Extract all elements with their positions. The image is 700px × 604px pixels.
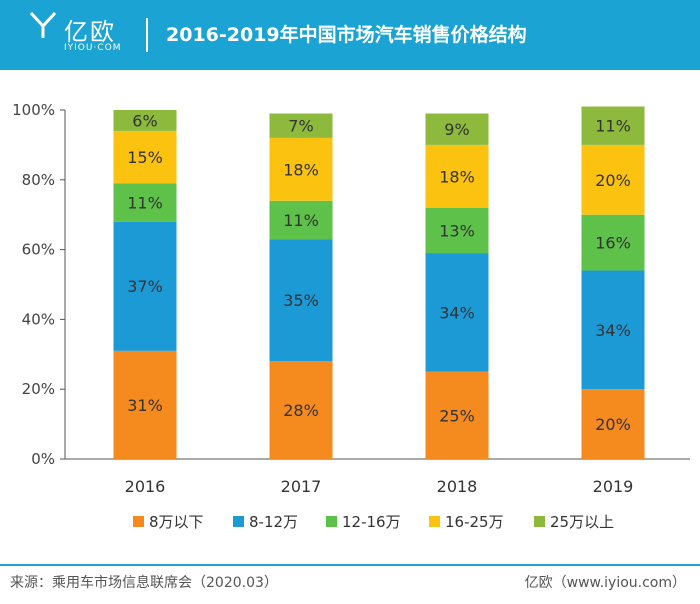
legend-swatch bbox=[534, 516, 545, 527]
bar-segment bbox=[113, 130, 177, 184]
data-label: 34% bbox=[439, 303, 475, 322]
data-label: 28% bbox=[283, 401, 319, 420]
legend-swatch bbox=[429, 516, 440, 527]
x-tick-label: 2018 bbox=[437, 477, 478, 496]
data-label: 6% bbox=[132, 111, 157, 130]
bar-segment bbox=[581, 144, 645, 215]
footer-divider bbox=[0, 564, 700, 566]
bar-segment bbox=[269, 113, 333, 138]
bar-segment bbox=[269, 137, 333, 201]
data-label: 13% bbox=[439, 221, 475, 240]
data-label: 11% bbox=[127, 193, 163, 212]
bar-segment bbox=[425, 253, 489, 372]
stacked-bar-chart: 0% 20% 40% 60% 80% 100% 31% 37% 11% 15% 6% 2016 28% 3… bbox=[12, 101, 690, 531]
data-label: 15% bbox=[127, 148, 163, 167]
legend-label: 25万以上 bbox=[550, 513, 614, 531]
y-tick-label: 0% bbox=[31, 450, 55, 468]
logo-subtext: IYIOU·COM bbox=[64, 43, 122, 53]
bar-segment bbox=[581, 214, 645, 271]
data-label: 20% bbox=[595, 415, 631, 434]
data-label: 18% bbox=[283, 160, 319, 179]
bar-segment bbox=[425, 371, 489, 459]
bar-segment bbox=[425, 207, 489, 254]
data-label: 11% bbox=[595, 117, 631, 136]
bar-segment bbox=[581, 106, 645, 145]
legend-label: 16-25万 bbox=[445, 513, 504, 531]
x-tick-label: 2017 bbox=[281, 477, 322, 496]
legend-swatch bbox=[326, 516, 337, 527]
logo-icon bbox=[29, 11, 57, 38]
y-tick-label: 20% bbox=[22, 380, 55, 398]
bar-segment bbox=[269, 200, 333, 240]
bar-segment bbox=[425, 113, 489, 145]
header-bar: 亿欧 IYIOU·COM 2016-2019年中国市场汽车销售价格结构 bbox=[0, 0, 700, 70]
bar-segment bbox=[113, 183, 177, 222]
data-label: 34% bbox=[595, 321, 631, 340]
data-label: 16% bbox=[595, 234, 631, 253]
data-label: 31% bbox=[127, 396, 163, 415]
data-label: 11% bbox=[283, 211, 319, 230]
x-tick-label: 2016 bbox=[125, 477, 166, 496]
logo-text: 亿欧 bbox=[64, 18, 116, 46]
legend-swatch bbox=[133, 516, 144, 527]
bar-segment bbox=[581, 389, 645, 459]
data-label: 18% bbox=[439, 167, 475, 186]
bar-segment bbox=[269, 361, 333, 459]
logo: 亿欧 IYIOU·COM bbox=[28, 8, 128, 64]
bar-segment bbox=[581, 270, 645, 390]
y-tick-label: 40% bbox=[22, 310, 55, 328]
legend-swatch bbox=[233, 516, 244, 527]
y-tick-label: 60% bbox=[22, 241, 55, 259]
brand-note: 亿欧（www.iyiou.com） bbox=[524, 575, 686, 591]
legend-label: 12-16万 bbox=[342, 513, 401, 531]
data-label: 37% bbox=[127, 277, 163, 296]
data-label: 20% bbox=[595, 171, 631, 190]
legend-label: 8-12万 bbox=[249, 513, 298, 531]
legend-label: 8万以下 bbox=[149, 513, 204, 531]
data-label: 35% bbox=[283, 291, 319, 310]
bar-segment bbox=[425, 144, 489, 208]
header-divider bbox=[146, 18, 148, 52]
bar-segment bbox=[113, 221, 177, 351]
y-tick-label: 100% bbox=[12, 101, 55, 119]
y-tick-label: 80% bbox=[22, 171, 55, 189]
data-label: 7% bbox=[288, 117, 313, 136]
x-tick-label: 2019 bbox=[593, 477, 634, 496]
source-note: 来源：乘用车市场信息联席会（2020.03） bbox=[10, 575, 278, 591]
bar-segment bbox=[113, 350, 177, 459]
data-label: 25% bbox=[439, 406, 475, 425]
bar-segment bbox=[113, 110, 177, 131]
chart-title: 2016-2019年中国市场汽车销售价格结构 bbox=[166, 24, 527, 46]
bar-segment bbox=[269, 239, 333, 362]
data-label: 9% bbox=[444, 120, 469, 139]
